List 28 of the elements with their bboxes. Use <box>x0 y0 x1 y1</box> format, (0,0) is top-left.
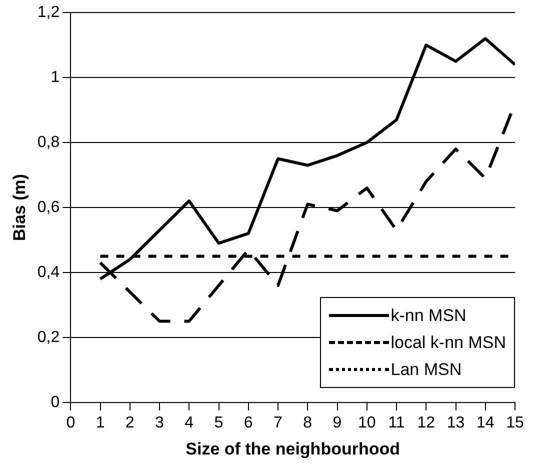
y-tick-label: 0 <box>50 394 60 411</box>
x-tick-label: 11 <box>388 414 405 432</box>
y-tick-label: 0,6 <box>37 198 60 216</box>
x-tick-label: 9 <box>332 414 342 432</box>
x-tick-label: 3 <box>155 414 164 432</box>
y-tick-label: 0,2 <box>37 328 60 346</box>
x-tick-label: 1 <box>96 414 105 432</box>
x-tick-label: 15 <box>506 414 524 432</box>
x-tick-label: 12 <box>417 414 436 432</box>
y-tick-label: 0,8 <box>37 134 60 151</box>
legend-label: Lan MSN <box>390 360 462 380</box>
y-tick-label: 0,4 <box>37 264 60 281</box>
x-tick-label: 4 <box>184 414 194 432</box>
y-axis-title: Bias (m) <box>10 174 29 242</box>
x-tick-label: 6 <box>244 414 253 432</box>
x-tick-label: 10 <box>358 414 376 432</box>
x-tick-label: 8 <box>303 414 312 432</box>
x-tick-label: 13 <box>446 414 465 432</box>
x-tick-label: 5 <box>214 414 224 432</box>
x-tick-label: 0 <box>66 414 76 432</box>
y-tick-label: 1 <box>50 68 60 86</box>
x-tick-label: 14 <box>476 414 494 432</box>
x-tick-label: 7 <box>274 414 283 432</box>
y-tick-label: 1,2 <box>37 4 60 22</box>
x-axis-title: Size of the neighbourhood <box>186 439 400 458</box>
legend-label: local k-nn MSN <box>390 332 506 353</box>
legend-label: k-nn MSN <box>390 306 466 326</box>
x-tick-label: 2 <box>125 414 134 432</box>
